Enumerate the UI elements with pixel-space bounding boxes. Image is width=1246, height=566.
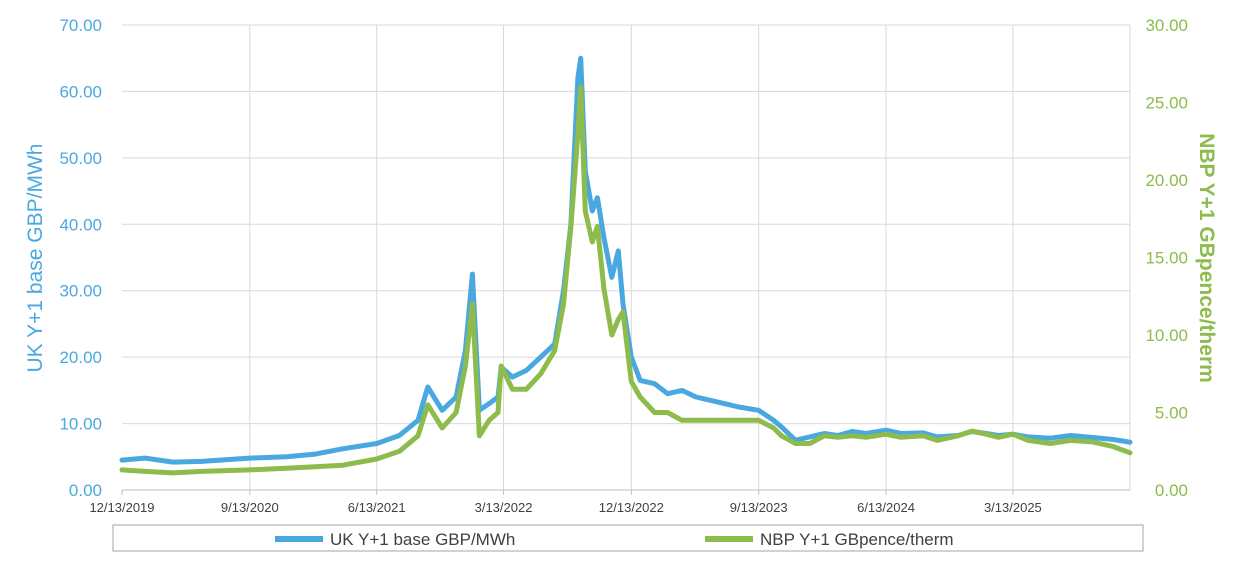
x-tick-label: 3/13/2022 [475, 500, 533, 515]
x-tick-label: 9/13/2023 [730, 500, 788, 515]
y-left-tick-label: 70.00 [59, 16, 102, 35]
axes: 12/13/2019 9/13/2020 6/13/2021 3/13/2022 12/… [59, 16, 1188, 515]
grid-lines [122, 24, 1131, 490]
y-left-tick-label: 60.00 [59, 82, 102, 101]
y-right-tick-label: 0.00 [1155, 481, 1188, 500]
series-line-uk-power [119, 55, 1133, 465]
axis-labels: UK Y+1 base GBP/MWh NBP Y+1 GBpence/ther… [24, 133, 1218, 383]
y-left-tick-label: 10.00 [59, 415, 102, 434]
y-axis-right-label: NBP Y+1 GBpence/therm [1195, 133, 1218, 383]
y-right-tick-label: 5.00 [1155, 404, 1188, 423]
x-tick-label: 12/13/2022 [599, 500, 664, 515]
x-tick-label: 9/13/2020 [221, 500, 279, 515]
y-right-tick-label: 10.00 [1145, 326, 1188, 345]
y-right-tick-label: 20.00 [1145, 171, 1188, 190]
x-tick-label: 12/13/2019 [89, 500, 154, 515]
x-tick-label: 6/13/2021 [348, 500, 406, 515]
y-left-tick-label: 0.00 [69, 481, 102, 500]
legend-label-nbp: NBP Y+1 GBpence/therm [760, 530, 954, 549]
x-tick-label: 6/13/2024 [857, 500, 915, 515]
y-right-tick-label: 15.00 [1145, 249, 1188, 268]
y-left-tick-label: 40.00 [59, 215, 102, 234]
legend-label-uk: UK Y+1 base GBP/MWh [330, 530, 515, 549]
y-right-tick-label: 25.00 [1145, 94, 1188, 113]
y-left-tick-label: 30.00 [59, 282, 102, 301]
legend-box [112, 524, 1144, 552]
series-line-nbp-gas [119, 84, 1133, 476]
legend: UK Y+1 base GBP/MWh NBP Y+1 GBpence/ther… [112, 524, 1144, 552]
series-lines [119, 55, 1133, 476]
x-tick-label: 3/13/2025 [984, 500, 1042, 515]
y-axis-left-label: UK Y+1 base GBP/MWh [24, 144, 47, 373]
y-left-tick-label: 50.00 [59, 149, 102, 168]
y-left-tick-label: 20.00 [59, 348, 102, 367]
y-right-tick-label: 30.00 [1145, 16, 1188, 35]
